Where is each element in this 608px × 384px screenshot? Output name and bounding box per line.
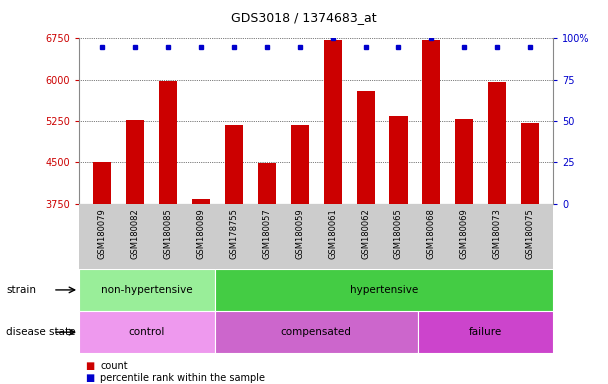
Text: GSM180057: GSM180057 <box>262 208 271 259</box>
Text: ■: ■ <box>85 373 94 383</box>
Bar <box>79 311 215 353</box>
Text: GSM180079: GSM180079 <box>98 208 106 259</box>
Bar <box>521 122 539 204</box>
Bar <box>215 311 418 353</box>
Text: GSM180085: GSM180085 <box>164 208 173 259</box>
Text: hypertensive: hypertensive <box>350 285 418 295</box>
Text: failure: failure <box>469 327 502 337</box>
Text: GSM180082: GSM180082 <box>131 208 139 259</box>
Bar <box>323 40 342 204</box>
Bar <box>159 81 177 204</box>
Text: GSM178755: GSM178755 <box>229 208 238 259</box>
Bar <box>423 40 440 204</box>
Text: GSM180075: GSM180075 <box>526 208 534 259</box>
Bar <box>192 199 210 204</box>
Text: GSM180089: GSM180089 <box>196 208 206 259</box>
Text: GSM180061: GSM180061 <box>328 208 337 259</box>
Bar <box>79 269 215 311</box>
Bar <box>258 163 276 204</box>
Text: compensated: compensated <box>281 327 351 337</box>
Bar <box>356 91 375 204</box>
Text: GSM180073: GSM180073 <box>493 208 502 259</box>
Text: GSM180069: GSM180069 <box>460 208 469 259</box>
Text: GSM180068: GSM180068 <box>427 208 436 259</box>
Text: GSM180065: GSM180065 <box>394 208 403 259</box>
Bar <box>126 120 144 204</box>
Text: control: control <box>129 327 165 337</box>
Text: strain: strain <box>6 285 36 295</box>
Text: count: count <box>100 361 128 371</box>
Bar <box>390 116 407 204</box>
Text: ■: ■ <box>85 361 94 371</box>
Bar <box>418 311 553 353</box>
Bar <box>215 269 553 311</box>
Text: non-hypertensive: non-hypertensive <box>101 285 193 295</box>
Bar <box>93 162 111 204</box>
Text: GSM180062: GSM180062 <box>361 208 370 259</box>
Text: disease state: disease state <box>6 327 75 337</box>
Text: GDS3018 / 1374683_at: GDS3018 / 1374683_at <box>231 12 377 25</box>
Text: percentile rank within the sample: percentile rank within the sample <box>100 373 265 383</box>
Bar <box>225 125 243 204</box>
Bar <box>455 119 474 204</box>
Bar <box>488 82 506 204</box>
Bar <box>291 125 309 204</box>
Text: GSM180059: GSM180059 <box>295 208 304 259</box>
